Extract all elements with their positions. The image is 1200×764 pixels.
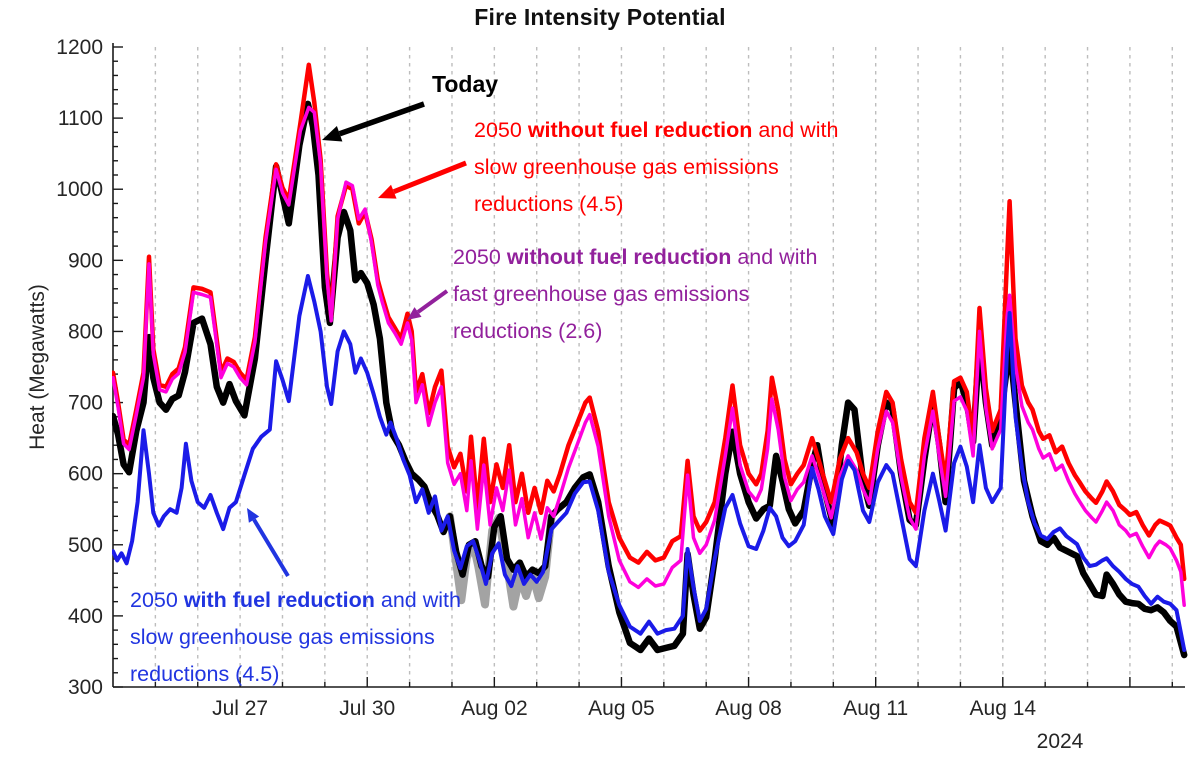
annotation-arrow-line-no-fuel-slow xyxy=(392,160,467,195)
annotation-line: reductions (4.5) xyxy=(130,656,461,693)
gridlines xyxy=(154,47,1173,686)
y-tick-label: 300 xyxy=(68,676,103,699)
axes xyxy=(112,43,1185,688)
annotation-text: 2050 xyxy=(453,245,507,269)
x-tick-label: Aug 05 xyxy=(588,697,655,720)
annotation-text: and with xyxy=(731,245,818,269)
y-tick-label: 800 xyxy=(68,320,103,343)
annotation-text: reductions (2.6) xyxy=(453,319,603,343)
y-tick-label: 500 xyxy=(68,534,103,557)
y-tick-label: 400 xyxy=(68,605,103,628)
y-axis-ticks: 300 400 500 600 700 800 900 1000 1100 1200 xyxy=(56,36,123,699)
annotation-no-fuel-fast: 2050 without fuel reduction and with fast… xyxy=(453,239,817,350)
y-tick-label: 1200 xyxy=(56,36,103,59)
annotation-text: fast greenhouse gas emissions xyxy=(453,282,750,306)
annotation-text-bold: with fuel reduction xyxy=(183,588,375,612)
annotation-line: slow greenhouse gas emissions xyxy=(130,619,461,656)
annotation-text: and with xyxy=(374,588,461,612)
annotation-text: reductions (4.5) xyxy=(130,662,280,686)
annotation-text: 2050 xyxy=(130,588,184,612)
annotation-line: 2050 without fuel reduction and with xyxy=(453,239,817,276)
x-tick-label: Aug 02 xyxy=(461,697,528,720)
y-tick-label: 1000 xyxy=(56,178,103,201)
y-axis-label: Heat (Megawatts) xyxy=(26,284,49,450)
annotation-line: slow greenhouse gas emissions xyxy=(474,149,838,186)
annotation-arrow-line-today xyxy=(338,101,425,137)
annotation-text: reductions (4.5) xyxy=(474,192,624,216)
annotation-arrowhead-today xyxy=(322,125,343,142)
annotation-arrowhead-fuel-slow xyxy=(247,508,260,523)
annotation-line: fast greenhouse gas emissions xyxy=(453,276,817,313)
annotation-today: Today xyxy=(432,66,498,103)
annotation-text-bold: without fuel reduction xyxy=(506,245,732,269)
y-tick-label: 600 xyxy=(68,463,103,486)
x-tick-label: Aug 11 xyxy=(843,697,908,720)
x-tick-label: Jul 27 xyxy=(212,697,268,720)
annotation-arrowhead-no-fuel-fast xyxy=(407,307,422,320)
y-tick-label: 1100 xyxy=(58,107,103,130)
annotation-line: reductions (4.5) xyxy=(474,186,838,223)
x-tick-label: Aug 08 xyxy=(715,697,782,720)
annotation-no-fuel-slow: 2050 without fuel reduction and with slow… xyxy=(474,112,838,223)
x-tick-label: Aug 14 xyxy=(970,697,1037,720)
series-lines xyxy=(112,62,1188,659)
y-tick-label: 900 xyxy=(68,249,103,272)
x-tick-label: Jul 30 xyxy=(339,697,395,720)
x-axis-ticks: Jul 27 Jul 30 Aug 02 Aug 05 Aug 08 Aug 11 Aug … xyxy=(154,677,1173,720)
annotation-arrowhead-no-fuel-slow xyxy=(378,184,397,199)
x-axis-year-label: 2024 xyxy=(1036,730,1084,753)
annotation-line: 2050 with fuel reduction and with xyxy=(130,582,461,619)
annotation-text: slow greenhouse gas emissions xyxy=(130,625,435,649)
series-line-no-fuel-fast xyxy=(112,105,1186,607)
annotation-line: reductions (2.6) xyxy=(453,313,817,350)
annotation-arrow-line-no-fuel-fast xyxy=(416,289,449,314)
chart-title: Fire Intensity Potential xyxy=(474,4,726,30)
annotation-arrow-line-fuel-slow xyxy=(252,518,290,578)
y-tick-label: 700 xyxy=(68,392,103,415)
annotation-line: Today xyxy=(432,66,498,103)
series-line-fuel-slow xyxy=(112,274,1187,652)
annotation-text-bold: without fuel reduction xyxy=(527,118,753,142)
annotation-line: 2050 without fuel reduction and with xyxy=(474,112,838,149)
annotation-fuel-slow: 2050 with fuel reduction and with slow gr… xyxy=(130,582,461,693)
annotation-text: slow greenhouse gas emissions xyxy=(474,155,779,179)
annotation-arrows xyxy=(247,101,467,578)
annotation-text: 2050 xyxy=(474,118,528,142)
annotation-text: and with xyxy=(752,118,839,142)
annotation-text-bold: Today xyxy=(432,71,499,97)
